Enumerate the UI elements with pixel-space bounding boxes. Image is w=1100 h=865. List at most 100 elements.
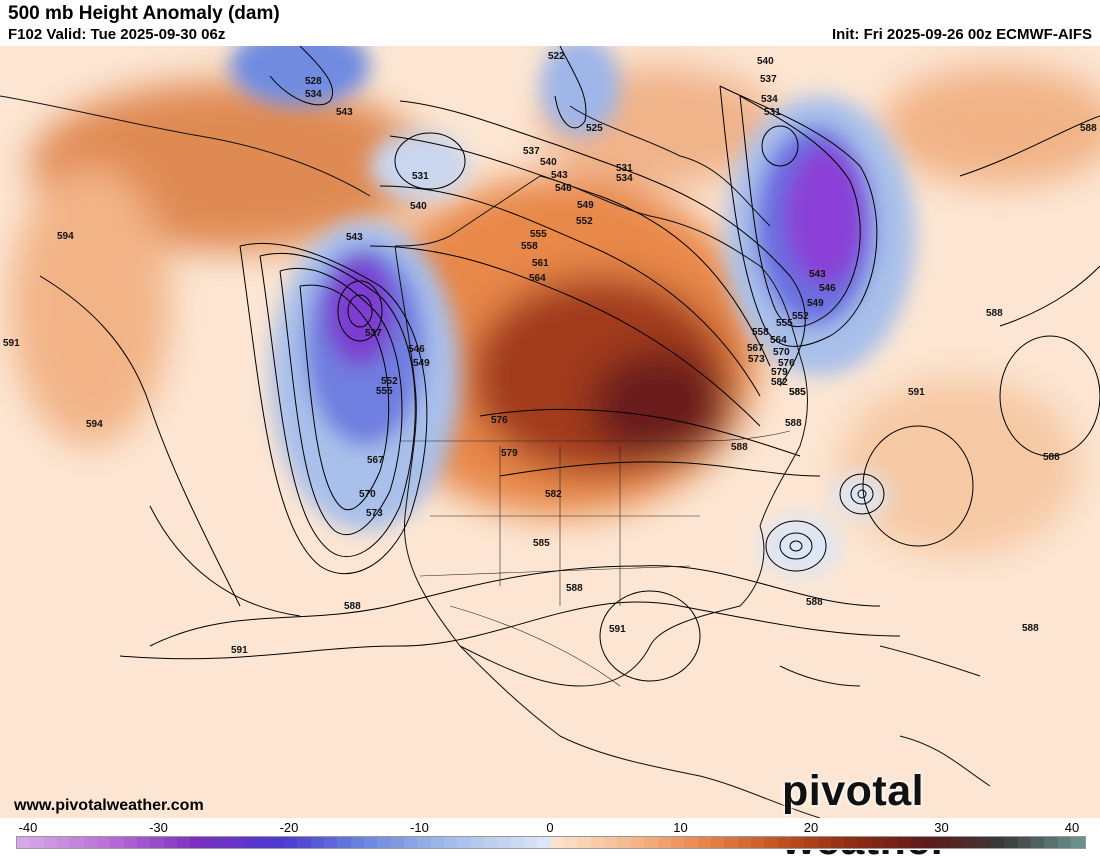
colorbar-swatch — [390, 837, 404, 848]
colorbar-swatch — [684, 837, 698, 848]
colorbar-swatch — [804, 837, 818, 848]
colorbar-swatch — [270, 837, 284, 848]
height-contours — [39, 46, 1100, 682]
contour-label: 543 — [346, 232, 363, 243]
colorbar-swatch — [323, 837, 338, 848]
contour-label: 546 — [408, 344, 425, 355]
colorbar-swatch — [337, 837, 351, 848]
colorbar-swatch — [403, 837, 418, 848]
colorbar-swatch — [777, 837, 791, 848]
colorbar-swatch — [977, 837, 992, 848]
contour-label: 576 — [491, 415, 508, 426]
colorbar-swatch — [123, 837, 138, 848]
colorbar-swatch — [564, 837, 578, 848]
colorbar-swatch — [617, 837, 631, 848]
contour-label: 591 — [908, 387, 925, 398]
colorbar-swatch — [871, 837, 885, 848]
colorbar-swatch — [710, 837, 725, 848]
contour-label: 546 — [555, 183, 572, 194]
contour-label: 585 — [789, 387, 806, 398]
contour-label: 582 — [545, 489, 562, 500]
contour-label: 549 — [807, 298, 824, 309]
colorbar-swatch — [1044, 837, 1058, 848]
contour-label: 543 — [809, 269, 826, 280]
colorbar-swatch — [750, 837, 765, 848]
colorbar-swatch — [417, 837, 431, 848]
colorbar-swatch — [43, 837, 58, 848]
colorbar-swatch — [150, 837, 164, 848]
contour-label: 594 — [86, 419, 103, 430]
contour-label: 540 — [410, 201, 427, 212]
colorbar-swatch — [577, 837, 591, 848]
colorbar-swatch — [97, 837, 111, 848]
colorbar-tick-label: -10 — [410, 820, 429, 835]
contour-label: 531 — [412, 171, 429, 182]
contour-label: 588 — [566, 583, 583, 594]
colorbar-swatch — [17, 837, 31, 848]
colorbar-swatch — [83, 837, 98, 848]
colorbar-swatch — [203, 837, 218, 848]
colorbar-swatch — [790, 837, 805, 848]
colorbar-swatch — [524, 837, 538, 848]
contour-label: 567 — [747, 343, 764, 354]
colorbar-swatch — [857, 837, 871, 848]
colorbar-swatch — [1017, 837, 1032, 848]
colorbar-swatch — [110, 837, 124, 848]
website-url[interactable]: www.pivotalweather.com — [14, 797, 204, 814]
colorbar-tick-label: 40 — [1064, 820, 1080, 835]
contour-label: 591 — [231, 645, 248, 656]
colorbar-swatch — [844, 837, 858, 848]
header: 500 mb Height Anomaly (dam) F102 Valid: … — [0, 0, 1100, 46]
colorbar-swatch — [604, 837, 618, 848]
colorbar-swatch — [630, 837, 645, 848]
contour-label: 555 — [376, 386, 393, 397]
contour-label: 588 — [1080, 123, 1097, 134]
colorbar-swatch — [830, 837, 845, 848]
colorbar-swatch — [911, 837, 925, 848]
contour-label: 570 — [359, 489, 376, 500]
contour-label: 561 — [532, 258, 549, 269]
contour-label: 522 — [548, 51, 565, 62]
contour-label: 558 — [521, 241, 538, 252]
colorbar-swatch — [57, 837, 71, 848]
contour-label: 543 — [551, 170, 568, 181]
contour-label: 531 — [616, 163, 633, 174]
contour-label: 588 — [785, 418, 802, 429]
colorbar-swatch — [484, 837, 498, 848]
contour-label: 531 — [764, 107, 781, 118]
colorbar-swatch — [497, 837, 511, 848]
colorbar-swatch — [70, 837, 84, 848]
contour-label: 588 — [731, 442, 748, 453]
contour-label: 573 — [748, 354, 765, 365]
contour-label: 588 — [986, 308, 1003, 319]
contour-label: 537 — [760, 74, 777, 85]
contour-label: 585 — [789, 387, 806, 398]
colorbar-swatch — [590, 837, 605, 848]
contour-label: 555 — [530, 229, 547, 240]
colorbar-swatch — [884, 837, 898, 848]
borders — [399, 430, 791, 687]
contour-label: 588 — [806, 597, 823, 608]
colorbar-swatch — [257, 837, 271, 848]
colorbar-tick-label: -40 — [18, 820, 38, 835]
colorbar-swatch — [457, 837, 471, 848]
colorbar-swatch — [924, 837, 938, 848]
contour-label: 540 — [757, 56, 774, 67]
contour-label: 549 — [577, 200, 594, 211]
trough-shading — [230, 46, 915, 576]
colorbar-strip — [16, 836, 1086, 849]
colorbar-tick-label: -20 — [279, 820, 299, 835]
contour-label: 579 — [501, 448, 518, 459]
colorbar-swatch — [310, 837, 324, 848]
contour-label: 573 — [366, 508, 383, 519]
contour-label: 552 — [381, 376, 398, 387]
colorbar: -40 -30 -20 -10 0 10 20 30 40 — [0, 818, 1100, 850]
colorbar-swatch — [550, 837, 565, 848]
contour-label: 570 — [773, 347, 790, 358]
colorbar-swatch — [964, 837, 978, 848]
contour-label: 585 — [533, 538, 550, 549]
brand-logo: pivotal weather — [782, 767, 948, 864]
contour-label: 525 — [586, 123, 603, 134]
contour-label: 534 — [616, 173, 633, 184]
colorbar-swatch — [670, 837, 685, 848]
